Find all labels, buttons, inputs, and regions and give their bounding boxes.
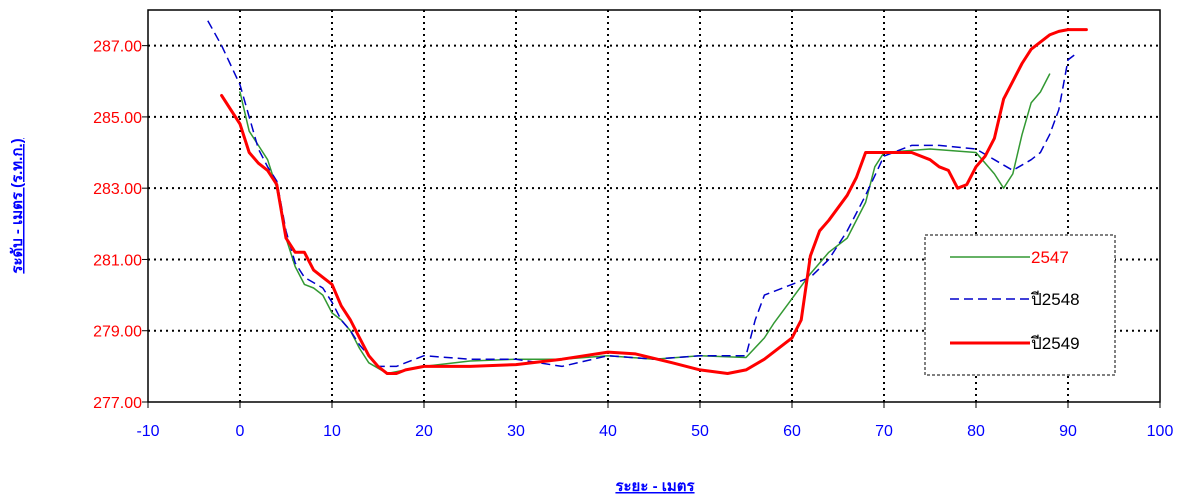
x-tick-label: 60: [783, 423, 801, 440]
x-tick-label: 40: [599, 423, 617, 440]
x-tick-label: 70: [875, 423, 893, 440]
x-tick-label: 80: [967, 423, 985, 440]
series-line-ปี2548: [207, 20, 1078, 368]
x-tick-label: -10: [136, 423, 159, 440]
y-tick-label: 287.00: [93, 39, 142, 56]
y-tick-label: 285.00: [93, 110, 142, 127]
series-lines: [207, 20, 1088, 375]
legend-items: 2547 ปี2548 ปี2549: [950, 248, 1080, 353]
legend-box: [924, 234, 1116, 376]
y-tick-label: 279.00: [93, 324, 142, 341]
x-axis-ticks: -10 0 10 20 30 40 50 60 70 80 90 100: [136, 402, 1173, 440]
y-axis-ticks: 277.00 279.00 281.00 283.00 285.00 287.00: [93, 39, 148, 412]
x-tick-label: 30: [507, 423, 525, 440]
legend-label: ปี2549: [1030, 334, 1079, 353]
series-line-ปี2549: [220, 28, 1088, 375]
x-tick-label: 100: [1147, 423, 1174, 440]
x-tick-label: 20: [415, 423, 433, 440]
series-line-2547: [239, 73, 1051, 375]
y-tick-label: 277.00: [93, 395, 142, 412]
x-tick-label: 0: [236, 423, 245, 440]
legend: 2547 ปี2548 ปี2549: [924, 234, 1116, 376]
grid-lines: [148, 10, 1160, 402]
x-tick-label: 50: [691, 423, 709, 440]
x-tick-label: 10: [323, 423, 341, 440]
x-tick-label: 90: [1059, 423, 1077, 440]
y-tick-label: 283.00: [93, 181, 142, 198]
legend-label: ปี2548: [1030, 290, 1079, 309]
y-tick-label: 281.00: [93, 252, 142, 269]
y-axis-title: ระดับ - เมตร (ร.ท.ก.): [9, 138, 26, 273]
plot-border: [147, 9, 1161, 403]
legend-label: 2547: [1031, 248, 1069, 267]
x-axis-title: ระยะ - เมตร: [615, 478, 695, 495]
